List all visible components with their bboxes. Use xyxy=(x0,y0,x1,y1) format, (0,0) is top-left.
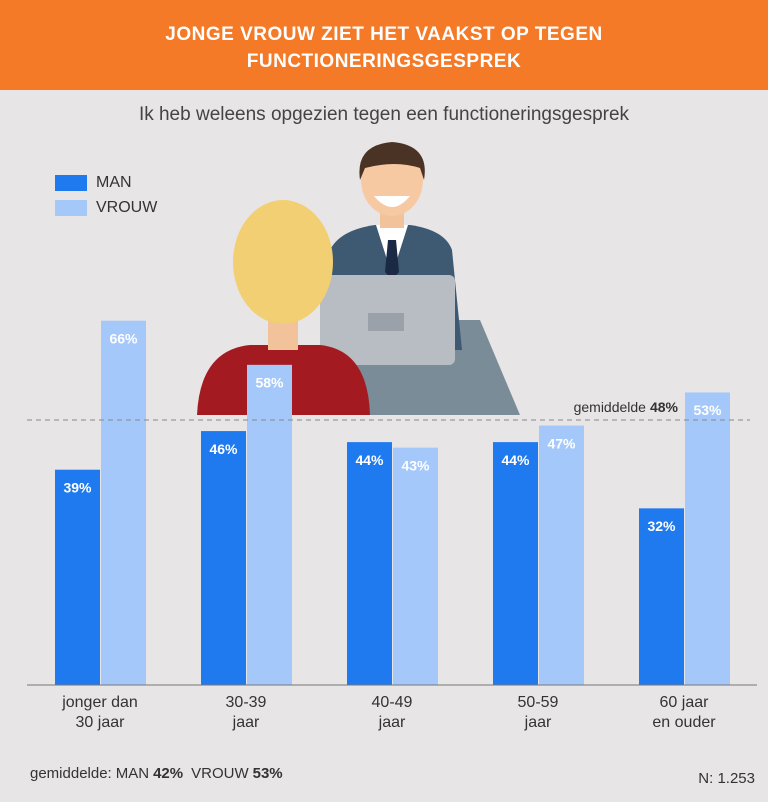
footer-series-average: 42% xyxy=(153,765,183,782)
legend-swatch xyxy=(55,175,87,191)
legend-swatch xyxy=(55,200,87,216)
header-band xyxy=(0,0,768,90)
reference-label-text: gemiddelde xyxy=(574,399,647,415)
bar xyxy=(201,431,246,685)
bar xyxy=(539,425,584,685)
data-label: 53% xyxy=(693,402,722,418)
footer-series-name: VROUW xyxy=(191,765,249,782)
data-label: 44% xyxy=(501,452,530,468)
bar xyxy=(347,442,392,685)
data-label: 32% xyxy=(647,518,676,534)
data-label: 47% xyxy=(547,435,576,451)
data-label: 58% xyxy=(255,375,284,391)
x-tick-label: 30 jaar xyxy=(76,714,126,731)
bar xyxy=(247,364,292,685)
data-label: 44% xyxy=(355,452,384,468)
chart-title: FUNCTIONERINGSGESPREK xyxy=(247,51,521,72)
data-label: 66% xyxy=(109,330,138,346)
legend-label: MAN xyxy=(96,174,132,191)
data-label: 43% xyxy=(401,457,430,473)
x-tick-label: 40-49 xyxy=(372,694,413,711)
x-tick-label: 30-39 xyxy=(226,694,267,711)
bar xyxy=(493,442,538,685)
x-tick-label: jonger dan xyxy=(61,694,138,711)
bar xyxy=(55,469,100,685)
data-label: 39% xyxy=(63,479,92,495)
x-tick-label: 50-59 xyxy=(518,694,559,711)
bar xyxy=(639,508,684,685)
x-tick-label: jaar xyxy=(378,714,406,731)
illustration xyxy=(197,142,520,415)
reference-label: gemiddelde 48% xyxy=(574,399,679,415)
bar xyxy=(101,320,146,685)
footer-averages: gemiddelde: MAN 42% VROUW 53% xyxy=(30,765,283,782)
legend-label: VROUW xyxy=(96,199,158,216)
x-tick-label: 60 jaar xyxy=(660,694,710,711)
footer-series-name: MAN xyxy=(116,765,149,782)
chart-subtitle: Ik heb weleens opgezien tegen een functi… xyxy=(139,104,630,125)
x-tick-label: jaar xyxy=(232,714,260,731)
data-label: 46% xyxy=(209,441,238,457)
x-tick-label: jaar xyxy=(524,714,552,731)
bar xyxy=(393,447,438,685)
reference-value: 48% xyxy=(650,399,679,415)
bar xyxy=(685,392,730,685)
footer-label: gemiddelde: xyxy=(30,765,112,782)
x-tick-label: en ouder xyxy=(652,714,716,731)
footer-series-average: 53% xyxy=(253,765,283,782)
sample-size: N: 1.253 xyxy=(698,770,755,787)
chart-title: JONGE VROUW ZIET HET VAAKST OP TEGEN xyxy=(165,24,602,45)
